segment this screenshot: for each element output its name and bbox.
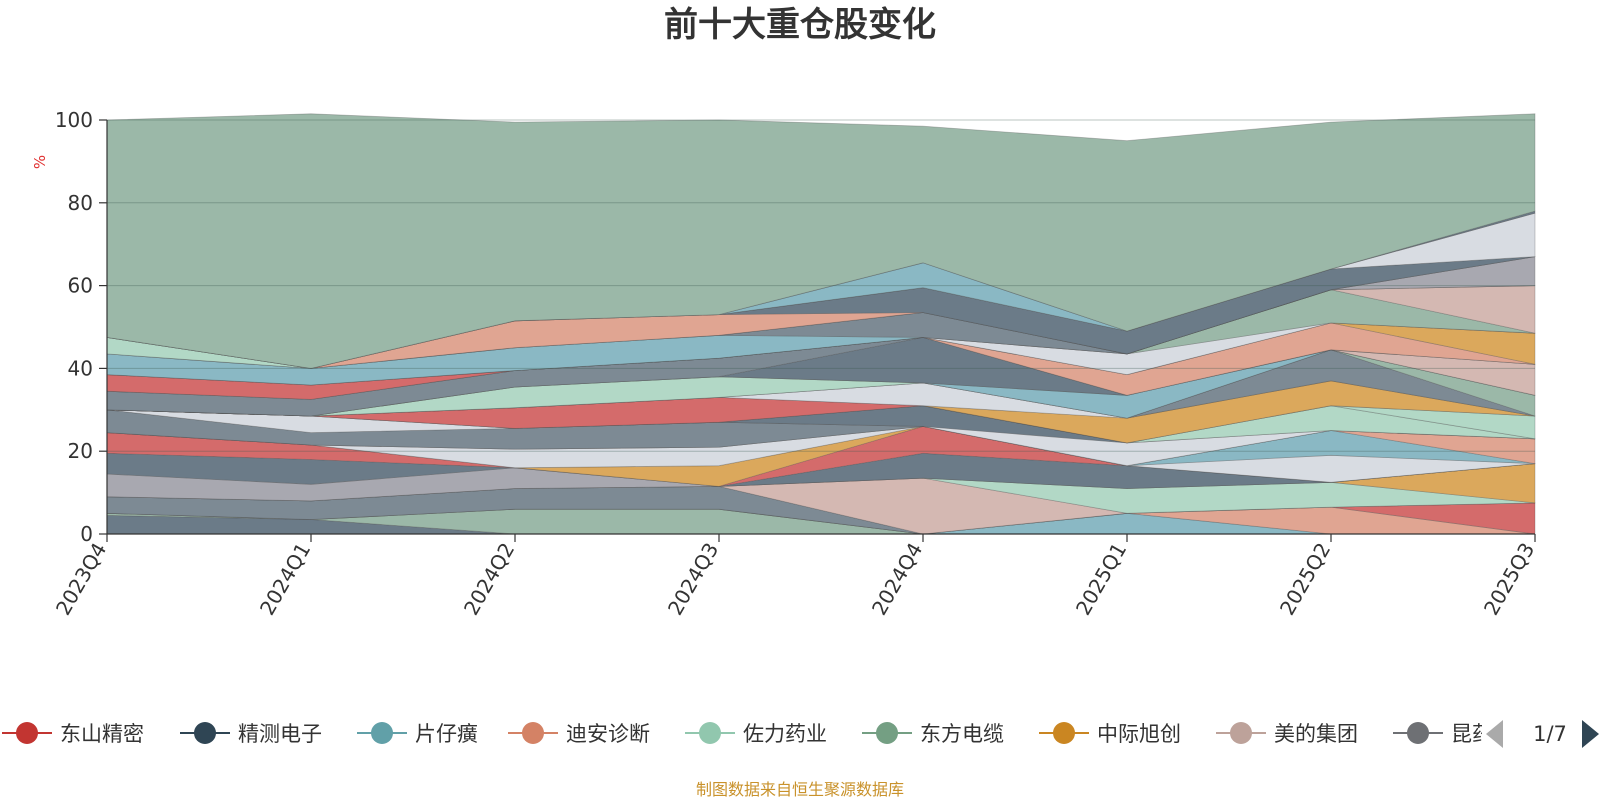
legend-label: 美的集团	[1274, 722, 1358, 746]
legend-label: 片仔癀	[415, 722, 478, 746]
legend-marker-icon	[876, 722, 898, 744]
legend-marker-icon	[1053, 722, 1075, 744]
legend-item-4[interactable]: 佐力药业	[685, 722, 827, 746]
y-tick-label: 0	[80, 522, 93, 546]
legend-marker-icon	[1230, 722, 1252, 744]
y-tick-label: 60	[68, 274, 93, 298]
legend-item-7[interactable]: 美的集团	[1216, 722, 1358, 746]
legend-item-8[interactable]: 昆药集团	[1393, 722, 1535, 746]
legend-marker-icon	[16, 722, 38, 744]
y-tick-label: 100	[55, 108, 93, 132]
area-series-8	[106, 463, 1536, 504]
x-tick-label: 2025Q1	[1071, 539, 1131, 620]
legend-item-2[interactable]: 片仔癀	[357, 722, 478, 746]
legend-label: 东山精密	[60, 722, 144, 746]
legend-label: 佐力药业	[743, 722, 827, 746]
area-series-45	[106, 210, 1536, 369]
x-tick-label: 2024Q2	[459, 539, 519, 620]
x-tick-label: 2024Q4	[867, 539, 927, 620]
legend-items: 东山精密 精测电子 片仔癀 迪安诊断 佐力药业 东方电缆 中际旭创 美的集团 昆药集团	[2, 722, 1535, 746]
area-series-9	[106, 463, 1536, 502]
legend-item-0[interactable]: 东山精密	[2, 722, 144, 746]
legend-prev-page-icon[interactable]	[1486, 720, 1503, 748]
x-tick-label: 2025Q3	[1479, 539, 1539, 620]
data-source-note: 制图数据来自恒生聚源数据库	[696, 780, 904, 799]
area-series-46	[106, 113, 1536, 369]
legend-label: 东方电缆	[920, 722, 1004, 746]
legend-item-1[interactable]: 精测电子	[180, 722, 322, 746]
plot-area	[106, 113, 1536, 535]
y-axis-unit: %	[31, 155, 49, 169]
area-series-43	[106, 212, 1536, 369]
y-tick-label: 80	[68, 191, 93, 215]
legend-marker-icon	[522, 722, 544, 744]
legend-next-page-icon[interactable]	[1582, 720, 1599, 748]
legend-item-5[interactable]: 东方电缆	[862, 722, 1004, 746]
legend: 东山精密 精测电子 片仔癀 迪安诊断 佐力药业 东方电缆 中际旭创 美的集团 昆药集团1/7	[2, 720, 1599, 748]
legend-marker-icon	[1407, 722, 1429, 744]
x-tick-label: 2024Q3	[663, 539, 723, 620]
legend-label: 昆药集团	[1451, 722, 1535, 746]
x-tick-label: 2024Q1	[255, 539, 315, 620]
y-tick-label: 20	[68, 439, 93, 463]
legend-page-indicator: 1/7	[1533, 722, 1567, 746]
legend-label: 中际旭创	[1097, 722, 1181, 746]
legend-label: 精测电子	[238, 722, 322, 746]
x-tick-label: 2025Q2	[1275, 539, 1335, 620]
x-tick-label: 2023Q4	[51, 539, 111, 620]
chart-title: 前十大重仓股变化	[664, 5, 936, 45]
legend-marker-icon	[194, 722, 216, 744]
y-tick-label: 40	[68, 356, 93, 380]
grid-lines	[107, 119, 1535, 452]
legend-marker-icon	[699, 722, 721, 744]
legend-item-6[interactable]: 中际旭创	[1039, 722, 1181, 746]
legend-item-3[interactable]: 迪安诊断	[508, 722, 650, 746]
legend-label: 迪安诊断	[566, 722, 650, 746]
area-series-10	[106, 452, 1536, 489]
legend-marker-icon	[371, 722, 393, 744]
